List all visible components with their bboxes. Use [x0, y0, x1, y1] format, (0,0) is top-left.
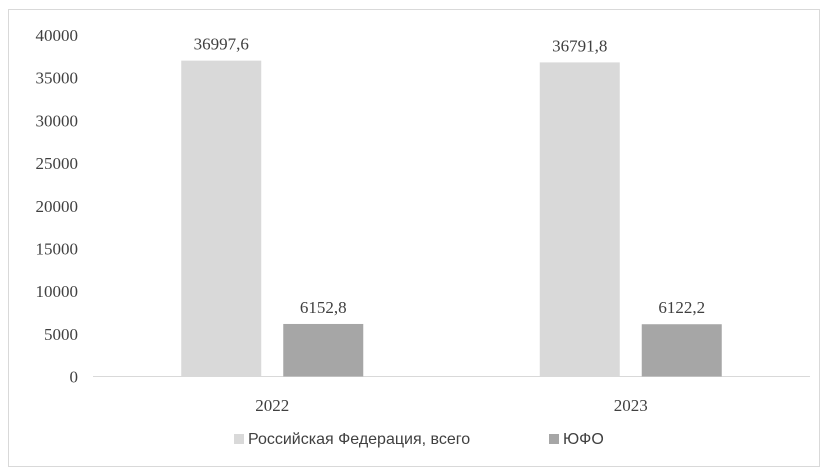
- legend-swatch: [549, 434, 559, 444]
- chart-frame: [8, 9, 820, 467]
- data-label: 36997,6: [194, 35, 249, 54]
- data-label: 6122,2: [658, 298, 705, 317]
- y-tick-label: 5000: [44, 325, 78, 344]
- y-tick-label: 0: [70, 368, 79, 387]
- legend-label: ЮФО: [563, 431, 604, 448]
- data-labels: 36997,6 6152,8 36791,8 6122,2: [194, 35, 706, 318]
- bar-rf-2023: [539, 62, 620, 377]
- data-label: 36791,8: [552, 36, 607, 55]
- legend-label: Российская Федерация, всего: [248, 431, 470, 448]
- y-tick-label: 40000: [36, 26, 79, 45]
- y-tick-label: 30000: [36, 111, 79, 130]
- y-tick-label: 15000: [36, 239, 79, 258]
- legend: Российская Федерация, всего ЮФО: [234, 431, 604, 448]
- bar-yufo-2023: [641, 324, 722, 377]
- bar-yufo-2022: [283, 323, 364, 377]
- y-tick-label: 25000: [36, 154, 79, 173]
- bar-rf-2022: [181, 60, 262, 377]
- x-axis-ticks: 2022 2023: [255, 396, 648, 415]
- x-tick-label: 2023: [614, 396, 648, 415]
- y-tick-label: 35000: [36, 69, 79, 88]
- data-label: 6152,8: [300, 298, 347, 317]
- x-tick-label: 2022: [255, 396, 289, 415]
- bars: [181, 60, 722, 377]
- legend-swatch: [234, 434, 244, 444]
- y-tick-label: 20000: [36, 197, 79, 216]
- y-axis-ticks: 0 5000 10000 15000 20000 25000 30000 35000 40000: [36, 26, 79, 387]
- y-tick-label: 10000: [36, 282, 79, 301]
